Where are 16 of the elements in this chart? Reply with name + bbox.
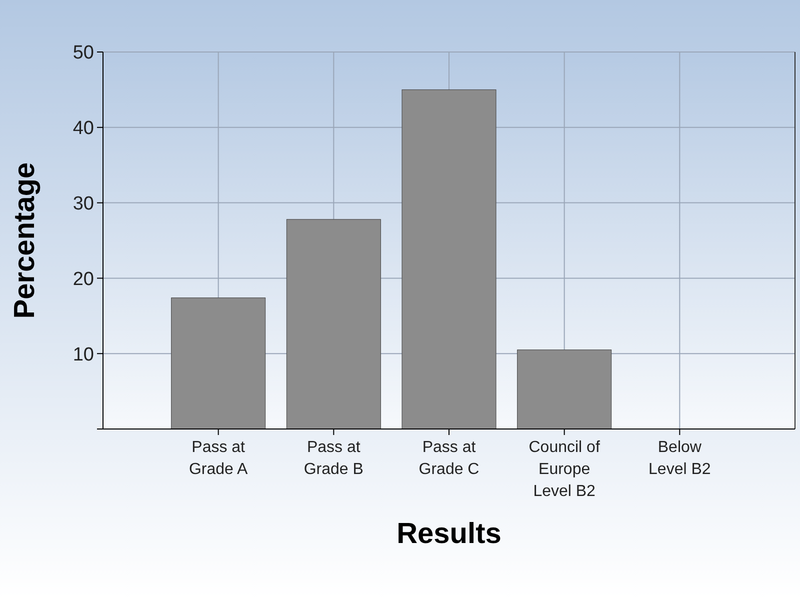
x-tick-label: Below Level B2 <box>648 439 711 478</box>
bar <box>171 298 266 430</box>
y-tick-label: 20 <box>72 268 94 290</box>
x-tick-label: Council of Europe Level B2 <box>528 439 600 500</box>
y-tick-label: 30 <box>72 193 94 214</box>
y-axis-title: Percentage <box>9 162 41 319</box>
x-tick-label: Pass at Grade B <box>304 439 364 478</box>
bar <box>517 350 612 430</box>
bar <box>402 89 496 430</box>
bar <box>286 219 381 430</box>
x-tick-label: Pass at Grade C <box>418 439 480 478</box>
x-axis-title: Results <box>396 518 502 550</box>
y-tick-label: 50 <box>72 42 94 64</box>
y-tick-label: 40 <box>72 118 94 140</box>
y-tick-label: 10 <box>72 344 94 366</box>
x-tick-label: Pass at Grade A <box>188 439 248 478</box>
